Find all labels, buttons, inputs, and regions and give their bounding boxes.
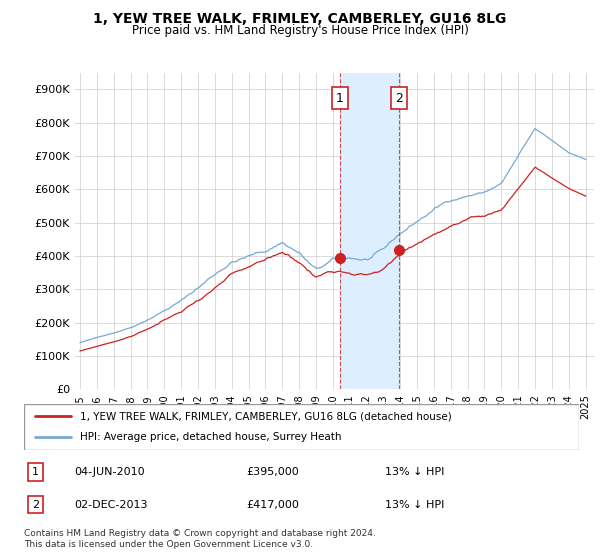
Text: Price paid vs. HM Land Registry's House Price Index (HPI): Price paid vs. HM Land Registry's House … [131, 24, 469, 37]
Bar [340, 73, 399, 389]
Text: 2: 2 [32, 500, 40, 510]
Text: 04-JUN-2010: 04-JUN-2010 [74, 467, 145, 477]
Text: Contains HM Land Registry data © Crown copyright and database right 2024.
This d: Contains HM Land Registry data © Crown c… [24, 529, 376, 549]
Text: 1: 1 [32, 467, 40, 477]
Text: 1, YEW TREE WALK, FRIMLEY, CAMBERLEY, GU16 8LG: 1, YEW TREE WALK, FRIMLEY, CAMBERLEY, GU… [94, 12, 506, 26]
Text: 02-DEC-2013: 02-DEC-2013 [74, 500, 148, 510]
Text: 1: 1 [336, 92, 344, 105]
Text: HPI: Average price, detached house, Surrey Heath: HPI: Average price, detached house, Surr… [79, 432, 341, 442]
Text: £395,000: £395,000 [246, 467, 299, 477]
Text: 1, YEW TREE WALK, FRIMLEY, CAMBERLEY, GU16 8LG (detached house): 1, YEW TREE WALK, FRIMLEY, CAMBERLEY, GU… [79, 411, 451, 421]
Text: 13% ↓ HPI: 13% ↓ HPI [385, 500, 444, 510]
Text: £417,000: £417,000 [246, 500, 299, 510]
Text: 13% ↓ HPI: 13% ↓ HPI [385, 467, 444, 477]
Text: 2: 2 [395, 92, 403, 105]
